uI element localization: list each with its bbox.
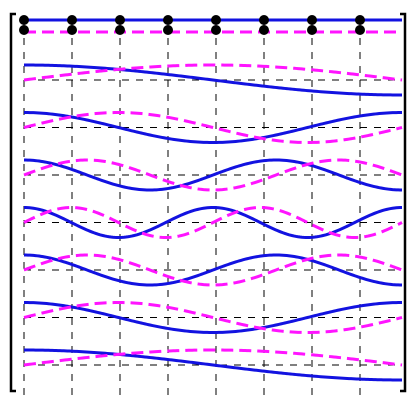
dashed-wave-row-4 <box>23 205 403 240</box>
brackets <box>9 12 407 393</box>
dashed-wave-row-1 <box>23 63 403 82</box>
top-dot-lower <box>67 25 77 35</box>
solid-wave-row-7 <box>24 348 402 382</box>
top-dot-lower <box>163 25 173 35</box>
dashed-wave-row-3 <box>23 158 403 192</box>
solid-wave-row-2 <box>23 111 403 145</box>
top-dot <box>19 15 29 25</box>
top-dot-lower <box>211 25 221 35</box>
solid-wave-row-4 <box>23 205 403 240</box>
top-dot <box>163 15 173 25</box>
top-dot-lower <box>307 25 317 35</box>
top-dot-lower <box>259 25 269 35</box>
top-dot <box>67 15 77 25</box>
solid-wave-row-5 <box>23 253 403 287</box>
top-dot-lower <box>115 25 125 35</box>
solid-wave-row-1 <box>24 63 402 97</box>
top-dot <box>115 15 125 25</box>
dashed-wave-row-7 <box>23 348 403 367</box>
top-row <box>19 15 402 35</box>
wave-layer <box>23 63 403 382</box>
top-dot-lower <box>19 25 29 35</box>
top-dot <box>211 15 221 25</box>
left-bracket <box>9 12 16 393</box>
solid-wave-row-6 <box>23 301 403 335</box>
top-dot <box>355 15 365 25</box>
dashed-wave-row-6 <box>23 300 403 335</box>
solid-wave-row-3 <box>23 158 403 192</box>
dashed-wave-row-5 <box>23 253 403 287</box>
top-dot <box>307 15 317 25</box>
top-dot <box>259 15 269 25</box>
right-bracket <box>400 12 407 393</box>
dashed-wave-row-2 <box>23 110 403 145</box>
top-dot-lower <box>355 25 365 35</box>
